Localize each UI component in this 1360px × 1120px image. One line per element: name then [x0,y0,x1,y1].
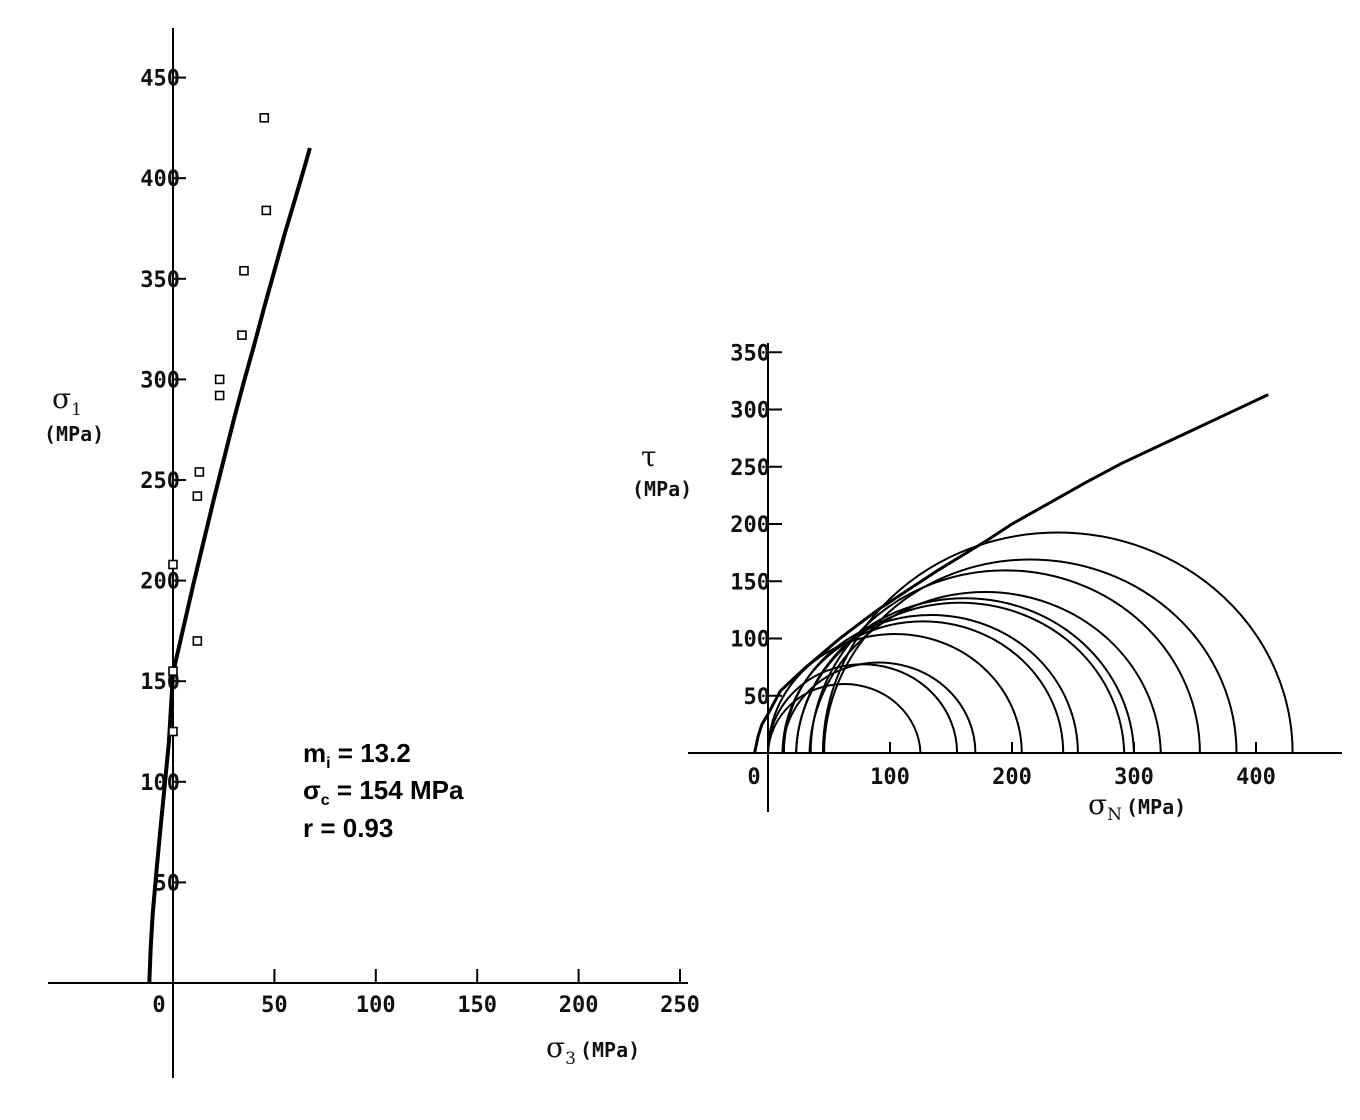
chart2-ytick-label: 350 [730,341,770,366]
chart1-ytick-label: 350 [140,268,180,293]
chart1-xtick-label: 50 [261,993,288,1018]
annotation-sigma-c: σc = 154 MPa [303,775,464,809]
chart1-ylabel: σ1 [52,382,82,420]
chart1-xtick-label: 250 [660,993,700,1018]
chart2-xtick-label: 100 [870,765,910,790]
data-point [259,113,270,123]
mohr-circle [767,632,1023,754]
chart2-ylabel-unit: (MPa) [632,477,692,501]
mohr-circle [823,558,1238,754]
data-point [168,559,178,570]
chart1-ytick-label: 300 [140,368,180,393]
chart2-xtick-label: 200 [992,765,1032,790]
failure-envelope-line [753,393,1269,754]
data-point [261,205,272,216]
chart2-xlabel: σN (MPa) [1088,788,1186,825]
mohr-circle [782,614,1079,754]
data-point [194,467,205,477]
annotation-r: r = 0.93 [303,813,393,843]
chart1-ytick-label: 100 [140,771,180,796]
annotation-mi: mi = 13.2 [303,738,411,772]
mohr-circle [795,597,1135,754]
chart1-ylabel-unit: (MPa) [44,422,104,446]
chart1-xtick-label: 100 [356,993,396,1018]
data-point [214,390,225,401]
chart2-ytick-label: 150 [730,570,770,595]
data-point [168,666,178,676]
chart2-ytick-label: 300 [730,399,770,424]
mohr-circle [821,531,1294,754]
chart2-xtick-label: 300 [1114,765,1154,790]
chart2-ytick-label: 250 [730,456,770,481]
data-point [237,330,247,340]
chart1-xtick-label: 200 [559,993,599,1018]
mohr-circle [767,683,922,754]
chart1-ytick-label: 400 [140,167,180,192]
data-point [214,374,225,385]
chart2-xtick-label: 400 [1236,765,1276,790]
data-point [192,491,203,501]
mohr-circle [809,569,1201,754]
chart1-xtick-label: 0 [152,993,165,1018]
chart2-ylabel: τ [641,440,657,473]
chart-mohr-circles: 50 100 150 200 250 300 350 0 100 200 300 400 τ (MP… [632,341,1342,825]
chart2-xtick-label: 0 [747,765,760,790]
chart1-xtick-label: 150 [457,993,497,1018]
chart1-xlabel: σ3 (MPa) [546,1031,640,1069]
chart1-ytick-label: 200 [140,570,180,595]
data-point [192,636,203,646]
chart2-ytick-label: 200 [730,513,770,538]
chart2-ytick-label: 100 [730,628,770,653]
hoek-brown-fit-line [147,147,312,984]
data-point [168,726,178,737]
mohr-circle [808,591,1162,754]
chart2-ytick-label: 50 [744,685,771,710]
mohr-circle [781,661,977,754]
chart1-ytick-label: 250 [140,469,180,494]
data-point [239,265,249,276]
chart1-ytick-label: 450 [140,67,180,92]
